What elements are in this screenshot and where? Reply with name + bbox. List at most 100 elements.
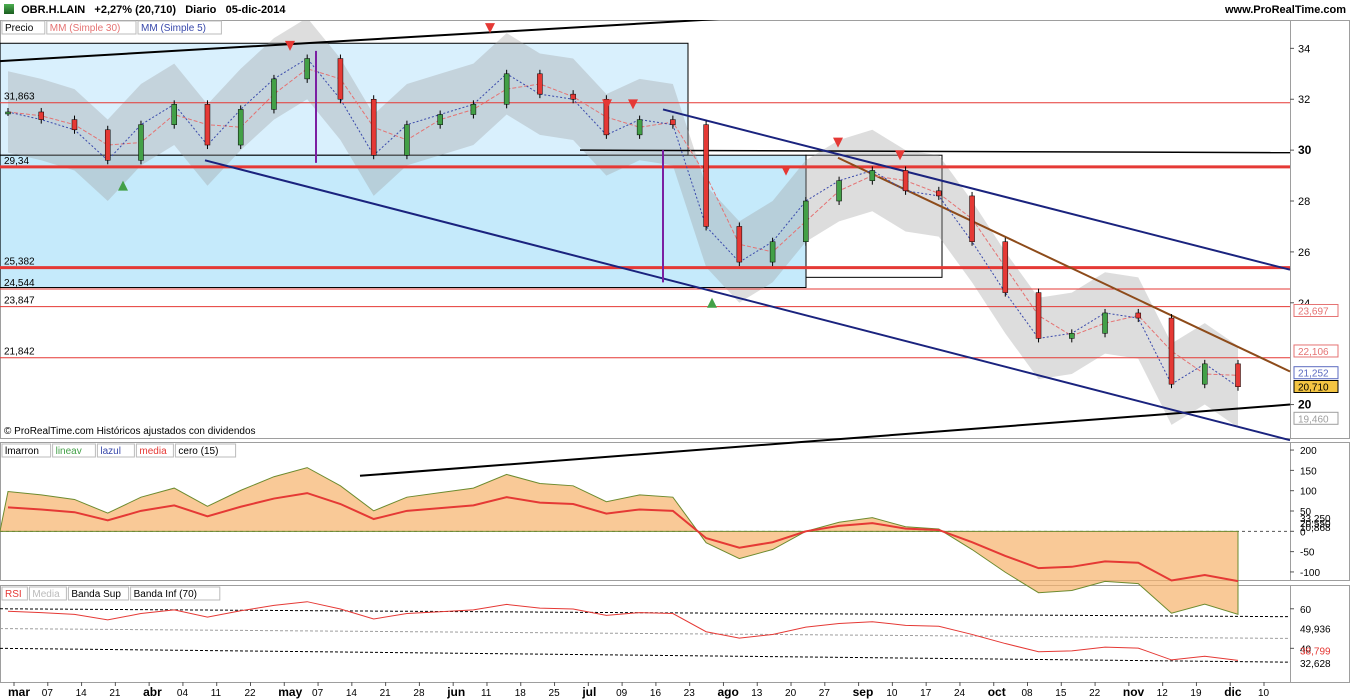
price-axis-label: 30 <box>1298 143 1312 157</box>
x-axis-label: mar <box>8 685 30 699</box>
osc-tag-2: 20,550 <box>1300 519 1331 530</box>
rsi-mid-band <box>0 628 1291 639</box>
price-candle <box>636 119 643 136</box>
chart-icon <box>4 4 14 14</box>
price-candle <box>1002 241 1009 293</box>
x-axis-label: 13 <box>751 688 763 699</box>
x-axis-label: 04 <box>177 688 189 699</box>
price-candle <box>1069 333 1075 339</box>
osc-axis-label: -50 <box>1300 548 1315 559</box>
price-candle <box>370 98 377 156</box>
osc-axis-label: 50 <box>1300 507 1312 518</box>
osc-legend-box-2 <box>52 443 96 458</box>
moving-average-30 <box>7 68 1239 376</box>
x-axis-label: ago <box>717 685 738 699</box>
level-label-2: 29,34 <box>4 156 29 167</box>
price-candle <box>969 195 975 242</box>
copyright-note: © ProRealTime.com Históricos ajustados c… <box>4 426 256 437</box>
x-axis-label: 14 <box>346 688 358 699</box>
x-axis-label: 11 <box>481 688 492 699</box>
x-axis-label: 08 <box>1022 688 1034 699</box>
price-candle <box>603 98 610 136</box>
price-candle <box>1135 312 1142 319</box>
price-candle <box>1035 292 1042 339</box>
price-candle <box>769 241 776 263</box>
x-axis-label: 10 <box>886 688 898 699</box>
x-axis-label: 22 <box>1089 688 1101 699</box>
osc-axis-label: 100 <box>1300 487 1317 498</box>
price-candle <box>237 109 244 146</box>
x-axis-label: 07 <box>42 688 54 699</box>
osc-legend-item-3: lazul <box>100 446 121 457</box>
price-candle <box>204 104 211 146</box>
price-axis-label: 26 <box>1298 247 1310 259</box>
rsi-tag-1: 49,936 <box>1300 625 1331 636</box>
rsi-line <box>7 601 1239 661</box>
x-axis-label: 23 <box>684 688 696 699</box>
price-candle <box>703 124 709 227</box>
price-candle <box>304 58 310 80</box>
price-tag-label-1: 23,697 <box>1298 306 1329 317</box>
price-candle <box>869 170 876 181</box>
x-axis-label: nov <box>1123 685 1145 699</box>
level-label-4: 24,544 <box>4 278 35 289</box>
rsi-axis-label: 60 <box>1300 605 1312 616</box>
price-candle <box>570 93 576 100</box>
rsi-legend-item-2: Media <box>32 589 60 600</box>
price-candle <box>104 129 111 161</box>
sell-arrow-icon <box>628 99 638 110</box>
rsi-legend-box-1 <box>1 586 28 601</box>
brand-link[interactable]: www.ProRealTime.com <box>1224 4 1346 16</box>
osc-average-line <box>7 492 1239 583</box>
price-axis-label: 34 <box>1298 43 1310 55</box>
x-axis-label: 20 <box>785 688 797 699</box>
price-legend-item-2: MM (Simple 30) <box>50 23 121 34</box>
osc-axis-label: 150 <box>1300 466 1317 477</box>
x-axis-label: sep <box>853 685 874 699</box>
price-candle <box>537 73 543 95</box>
x-axis-label: abr <box>143 685 162 699</box>
x-axis-label: jun <box>446 685 465 699</box>
rsi-legend-box-4 <box>130 586 221 601</box>
chart-canvas[interactable]: 34 32 30 28 26 24 20 31,863 29,34 25,382 24,544 23,… <box>0 20 1350 700</box>
sell-arrow-icon <box>895 150 905 161</box>
price-candle <box>171 104 177 125</box>
price-axis-label: 32 <box>1298 94 1310 106</box>
ticker-period: Diario <box>185 4 217 16</box>
price-candle <box>138 124 144 161</box>
price-tag-label-5: 19,460 <box>1298 414 1329 425</box>
channel-upper <box>662 108 1291 271</box>
x-axis-label: 22 <box>244 688 256 699</box>
chart-header: OBR.H.LAIN +2,27% (20,710) Diario 05-dic… <box>0 0 1350 20</box>
x-axis-label: oct <box>988 685 1006 699</box>
x-axis-label: 12 <box>1157 688 1169 699</box>
x-axis-label: 11 <box>211 688 222 699</box>
price-candle <box>1102 312 1108 334</box>
rsi-legend-item-1: RSI <box>5 589 22 600</box>
price-candle <box>936 190 942 197</box>
price-candle <box>1202 363 1208 385</box>
sell-arrow-icon <box>285 40 295 51</box>
rsi-tag-2: 38,799 <box>1300 647 1331 658</box>
rsi-lower-band <box>0 647 1291 663</box>
trendline-top <box>0 20 720 63</box>
rsi-axis-label: 40 <box>1300 644 1312 655</box>
channel-lower <box>204 159 1291 442</box>
sell-arrow-icon <box>833 137 843 148</box>
x-axis-label: 21 <box>109 688 121 699</box>
x-axis-label: 21 <box>380 688 392 699</box>
price-candle <box>1168 317 1175 385</box>
price-candle <box>271 78 277 110</box>
x-axis-label: 07 <box>312 688 324 699</box>
price-candle <box>470 104 477 115</box>
level-label-6: 21,842 <box>4 347 35 358</box>
price-legend-box-3 <box>137 20 222 35</box>
price-candle <box>71 119 78 131</box>
price-legend-box-2 <box>46 20 137 35</box>
price-candle <box>437 114 443 125</box>
moving-average-5 <box>7 57 1239 388</box>
price-legend-box-1 <box>1 20 46 35</box>
osc-tag-3: 10,868 <box>1300 523 1331 534</box>
price-candle <box>836 180 842 202</box>
x-axis-label: 27 <box>819 688 831 699</box>
